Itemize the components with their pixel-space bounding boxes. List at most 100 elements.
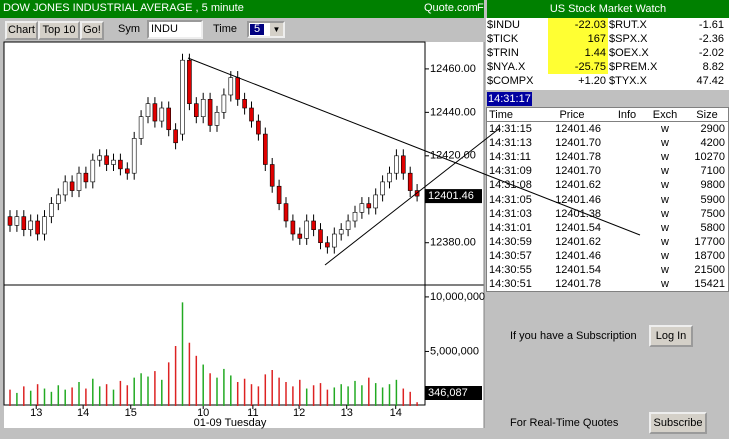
trade-price: 12401.46 xyxy=(555,123,601,135)
candle-body xyxy=(200,99,206,118)
x-tick-label: 13 xyxy=(30,407,42,419)
last-volume-box xyxy=(425,386,482,400)
trade-exch: w xyxy=(661,207,669,220)
subscribe-button[interactable]: Subscribe xyxy=(649,412,707,434)
candle-body xyxy=(262,133,268,165)
candle-body xyxy=(207,99,213,126)
watch-change: 167 xyxy=(548,32,608,46)
top10-button[interactable]: Top 10 xyxy=(38,21,80,40)
trade-price: 12401.62 xyxy=(555,179,601,192)
trade-size: 2900 xyxy=(700,123,725,135)
trade-exch: w xyxy=(661,179,669,192)
chart-button[interactable]: Chart xyxy=(5,21,38,40)
candle-body xyxy=(373,194,379,209)
trade-time: 14:31:08 xyxy=(489,179,532,192)
subscribe-prompt: For Real-Time Quotes xyxy=(510,417,619,429)
x-tick-label: 12 xyxy=(293,407,305,419)
candle-body xyxy=(194,103,199,117)
trade-exch: w xyxy=(661,137,669,150)
time-select[interactable]: 5 ▼ xyxy=(247,21,285,38)
candle-body xyxy=(338,229,344,235)
candle-body xyxy=(145,103,151,117)
x-tick-label: 11 xyxy=(247,407,258,419)
trade-size: 9800 xyxy=(700,179,725,192)
candle-body xyxy=(407,172,413,191)
trades-header: Info xyxy=(617,109,637,121)
trade-time: 14:31:03 xyxy=(489,207,532,220)
candle-body xyxy=(290,220,296,235)
trade-exch: w xyxy=(661,278,669,291)
x-axis-label: 01-09 Tuesday xyxy=(194,417,267,429)
trade-size: 5900 xyxy=(700,193,725,206)
watch-symbol: $TYX.X xyxy=(609,75,647,87)
trade-size: 7500 xyxy=(700,207,725,220)
candle-body xyxy=(42,216,47,235)
watch-change: +1.20 xyxy=(578,75,606,87)
trade-price: 12401.54 xyxy=(555,221,601,234)
watch-symbol: $OEX.X xyxy=(609,47,649,59)
watch-symbol: $SPX.X xyxy=(609,33,648,45)
candle-body xyxy=(235,77,240,100)
y-tick-label: 12440.00 xyxy=(430,106,476,118)
candle-body xyxy=(159,107,165,122)
candle-body xyxy=(214,112,220,126)
x-tick-label: 15 xyxy=(125,407,137,419)
candle-body xyxy=(400,155,406,174)
candle-body xyxy=(311,220,316,230)
candle-body xyxy=(49,203,54,217)
candle-body xyxy=(104,155,109,165)
trades-header: Price xyxy=(559,109,585,121)
trade-time: 14:31:11 xyxy=(489,151,532,164)
trade-exch: w xyxy=(661,123,669,135)
trades-header: Time xyxy=(489,109,514,121)
candle-body xyxy=(359,203,365,213)
trade-time: 14:31:05 xyxy=(489,193,532,206)
login-button[interactable]: Log In xyxy=(649,325,693,347)
trade-size: 5800 xyxy=(700,221,725,234)
trades-header: Size xyxy=(696,109,718,121)
candle-body xyxy=(7,216,13,226)
login-prompt: If you have a Subscription xyxy=(510,330,637,342)
time-value: 5 xyxy=(250,24,265,35)
watch-symbol: $COMPX xyxy=(487,75,534,87)
candle-body xyxy=(55,194,61,204)
candle-body xyxy=(304,220,310,239)
candle-body xyxy=(14,216,20,226)
trade-size: 10270 xyxy=(694,151,725,164)
brand: Quote.com xyxy=(424,2,478,14)
candle-body xyxy=(387,172,392,183)
time-label: Time xyxy=(213,23,238,35)
sym-input[interactable]: INDU xyxy=(147,20,203,39)
trade-time: 14:31:01 xyxy=(489,221,532,234)
candle-body xyxy=(76,172,82,191)
candle-body xyxy=(366,203,372,209)
candle-body xyxy=(180,59,185,135)
candle-body xyxy=(173,129,178,144)
watch-symbol: $PREM.X xyxy=(609,61,658,73)
brand-suffix: F xyxy=(477,2,484,14)
candle-body xyxy=(118,159,123,170)
candle-body xyxy=(138,116,144,139)
sym-label: Sym xyxy=(118,23,140,35)
watch-time: 14:31:17 xyxy=(487,92,532,106)
go-button[interactable]: Go! xyxy=(80,21,104,40)
candle-body xyxy=(228,77,234,96)
candle-body xyxy=(28,220,34,230)
watch-symbol: $NYA.X xyxy=(487,61,526,73)
trade-time: 14:30:59 xyxy=(489,235,532,248)
candle-body xyxy=(325,242,330,248)
candle-body xyxy=(90,159,96,183)
candle-body xyxy=(242,99,247,109)
candle-body xyxy=(269,164,275,187)
y-tick-label: 5,000,000 xyxy=(430,345,479,357)
trade-size: 18700 xyxy=(694,249,725,262)
trade-time: 14:31:13 xyxy=(489,137,532,150)
chart: 12460.00 12440.00 12420.00 12380.00 12401.46… xyxy=(3,41,485,429)
candle-body xyxy=(297,233,303,239)
watch-change: -2.02 xyxy=(698,47,724,59)
trade-size: 17700 xyxy=(694,235,725,248)
candle-body xyxy=(331,233,337,248)
trade-price: 12401.46 xyxy=(555,249,601,262)
candle-body xyxy=(111,159,116,165)
candle-body xyxy=(394,155,399,174)
